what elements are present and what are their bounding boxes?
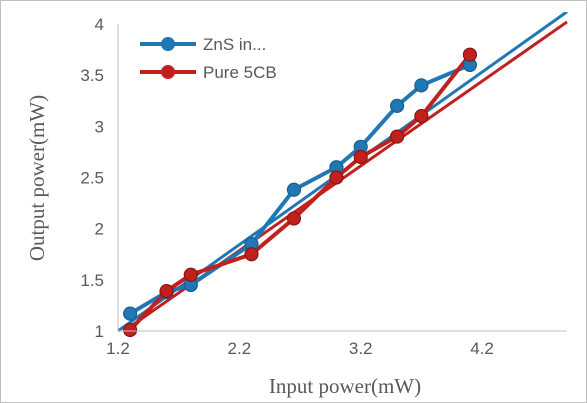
data-point (390, 129, 405, 144)
data-point (244, 247, 259, 262)
series-line-1 (128, 53, 472, 332)
y-tick-labels: 1 1.5 2 2.5 3 3.5 4 (80, 15, 104, 341)
data-point (286, 182, 302, 197)
series-markers (123, 47, 478, 338)
legend-marker-zns (161, 37, 175, 51)
legend-label-pure-5cb: Pure 5CB (203, 63, 277, 82)
series-lines (128, 53, 472, 332)
data-point (123, 306, 138, 321)
data-point (414, 78, 429, 93)
data-point (286, 211, 302, 226)
x-axis-title: Input power(mW) (269, 374, 421, 398)
y-tick-label: 2.5 (80, 169, 104, 188)
legend-label-zns: ZnS in... (203, 35, 266, 54)
data-point (414, 108, 429, 124)
y-axis-title: Output power(mW) (25, 95, 49, 261)
legend-item-zns: ZnS in... (140, 35, 266, 54)
data-point (353, 149, 368, 165)
y-tick-label: 4 (95, 15, 104, 34)
x-tick-label: 3.2 (349, 339, 373, 358)
y-tick-label: 3 (95, 117, 104, 136)
data-point (159, 283, 174, 299)
axes (117, 24, 567, 332)
data-point (329, 170, 344, 185)
y-tick-label: 1.5 (80, 271, 104, 290)
y-tick-label: 2 (95, 220, 104, 239)
data-point (123, 322, 138, 338)
data-point (390, 98, 405, 113)
data-point (183, 267, 198, 282)
x-tick-label: 2.2 (228, 339, 252, 358)
legend: ZnS in... Pure 5CB (140, 35, 277, 82)
legend-item-pure-5cb: Pure 5CB (140, 63, 277, 82)
y-tick-label: 3.5 (80, 66, 104, 85)
x-tick-label: 1.2 (106, 339, 130, 358)
x-tick-label: 4.2 (470, 339, 494, 358)
data-point (462, 47, 478, 62)
series-line-0 (129, 63, 471, 316)
y-tick-label: 1 (95, 322, 104, 341)
x-tick-labels: 1.2 2.2 3.2 4.2 (106, 339, 494, 358)
legend-marker-pure-5cb (161, 65, 175, 79)
